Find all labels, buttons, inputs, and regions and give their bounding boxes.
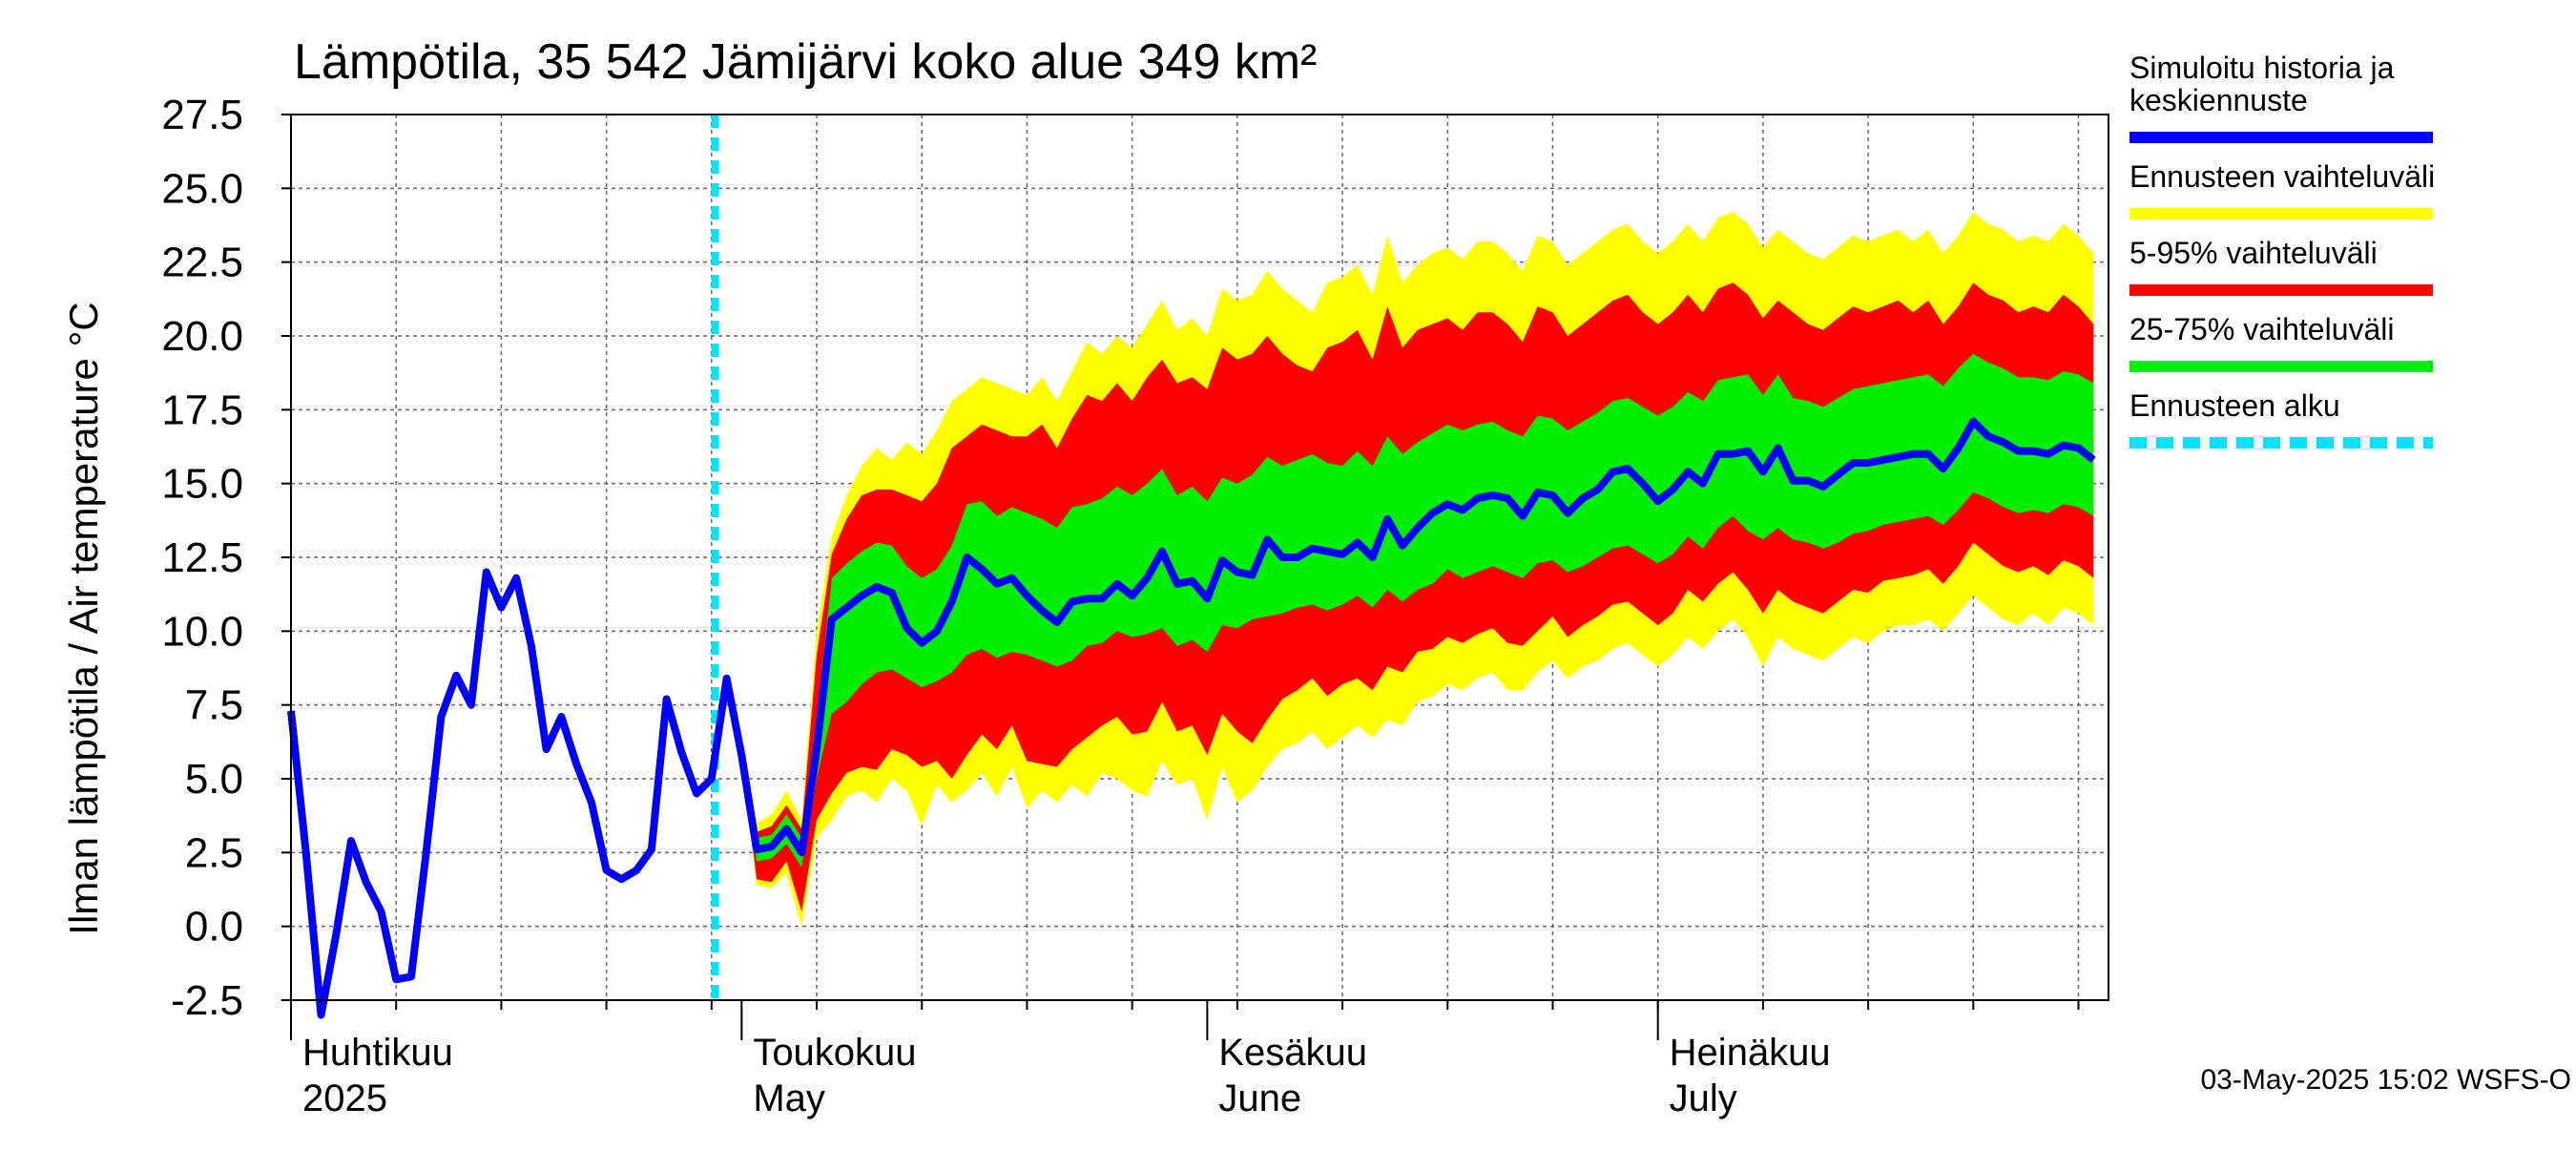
y-tick-label: 17.5 bbox=[161, 387, 243, 433]
y-tick-label: 2.5 bbox=[185, 829, 243, 876]
plot-frame bbox=[290, 114, 2109, 1001]
y-axis-label-group: Ilman lämpötila / Air temperature °C bbox=[61, 302, 106, 934]
y-axis-label: Ilman lämpötila / Air temperature °C bbox=[61, 302, 106, 934]
y-tick-label: -2.5 bbox=[171, 977, 243, 1024]
month-label-fi: Heinäkuu bbox=[1670, 1032, 1831, 1074]
axes: -2.5 0.0 2.5 5.0 7.5 10.0 12.5 15.0 17.5 20.0 22.5… bbox=[161, 92, 2109, 1119]
legend-label: keskiennuste bbox=[2129, 83, 2308, 117]
history-median-line bbox=[287, 417, 2096, 1019]
legend-label: Ennusteen vaihteluväli bbox=[2129, 159, 2435, 194]
forecast-bands bbox=[726, 212, 2094, 927]
month-label-en: May bbox=[753, 1077, 825, 1119]
y-tick-label: 15.0 bbox=[161, 461, 243, 508]
y-tick-label: 27.5 bbox=[161, 92, 243, 138]
month-label-fi: Toukokuu bbox=[753, 1032, 916, 1074]
legend-label: Simuloitu historia ja bbox=[2129, 51, 2395, 85]
legend-label: Ennusteen alku bbox=[2129, 388, 2340, 423]
month-label-en: 2025 bbox=[302, 1077, 387, 1119]
p25-p75-band bbox=[726, 353, 2094, 868]
y-tick-label: 12.5 bbox=[161, 534, 243, 581]
y-tick-label: 0.0 bbox=[185, 904, 243, 951]
y-tick-label: 25.0 bbox=[161, 165, 243, 212]
month-label-fi: Kesäkuu bbox=[1218, 1032, 1367, 1074]
y-tick-label: 10.0 bbox=[161, 608, 243, 655]
y-tick-label: 5.0 bbox=[185, 756, 243, 803]
legend-label: 25-75% vaihteluväli bbox=[2129, 312, 2395, 346]
timestamp-footer: 03-May-2025 15:02 WSFS-O bbox=[2201, 1064, 2572, 1096]
y-tick-label: 7.5 bbox=[185, 682, 243, 729]
month-label-fi: Huhtikuu bbox=[302, 1032, 453, 1074]
y-tick-label: 22.5 bbox=[161, 240, 243, 286]
y-tick-label: 20.0 bbox=[161, 313, 243, 360]
legend-label: 5-95% vaihteluväli bbox=[2129, 236, 2378, 270]
series-lines bbox=[287, 115, 2096, 1019]
chart-title: Lämpötila, 35 542 Jämijärvi koko alue 34… bbox=[294, 34, 1317, 90]
month-label-en: July bbox=[1670, 1077, 1737, 1119]
month-label-en: June bbox=[1218, 1077, 1301, 1119]
